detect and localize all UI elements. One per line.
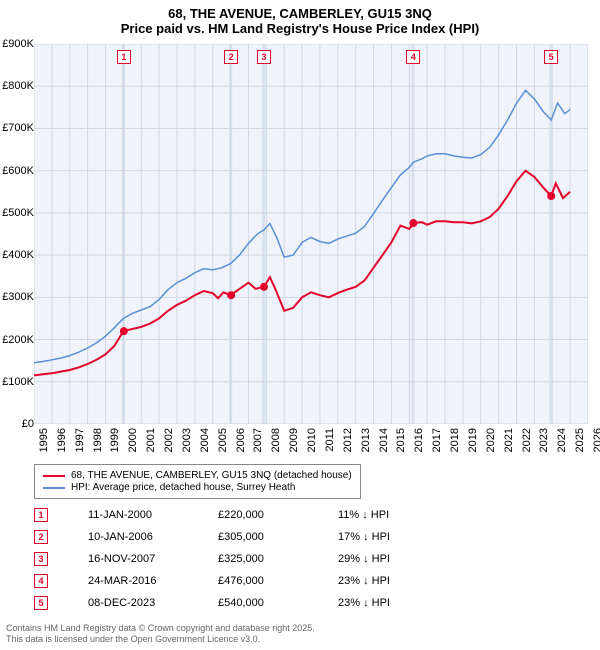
x-tick-label: 2023 bbox=[538, 428, 550, 452]
legend-label: 68, THE AVENUE, CAMBERLEY, GU15 3NQ (det… bbox=[71, 470, 352, 481]
transaction-date: 11-JAN-2000 bbox=[88, 509, 218, 521]
y-axis: £0£100K£200K£300K£400K£500K£600K£700K£80… bbox=[0, 44, 34, 424]
y-tick-label: £400K bbox=[2, 249, 34, 261]
transaction-diff: 23% ↓ HPI bbox=[338, 597, 448, 609]
x-tick-label: 2002 bbox=[163, 428, 175, 452]
transaction-badge: 1 bbox=[34, 508, 48, 522]
attribution-line2: This data is licensed under the Open Gov… bbox=[6, 634, 315, 646]
transaction-price: £220,000 bbox=[218, 509, 338, 521]
legend-label: HPI: Average price, detached house, Surr… bbox=[71, 482, 295, 493]
x-tick-label: 1996 bbox=[56, 428, 68, 452]
transaction-row: 3 16-NOV-2007£325,00029% ↓ HPI bbox=[34, 548, 448, 570]
y-tick-label: £800K bbox=[2, 80, 34, 92]
x-tick-label: 2021 bbox=[503, 428, 515, 452]
y-tick-label: £100K bbox=[2, 376, 34, 388]
transaction-row: 4 24-MAR-2016£476,00023% ↓ HPI bbox=[34, 570, 448, 592]
chart-container: 68, THE AVENUE, CAMBERLEY, GU15 3NQ Pric… bbox=[0, 0, 600, 650]
transaction-price: £540,000 bbox=[218, 597, 338, 609]
x-tick-label: 2018 bbox=[449, 428, 461, 452]
x-tick-label: 2001 bbox=[145, 428, 157, 452]
x-tick-label: 2026 bbox=[592, 428, 600, 452]
x-tick-label: 2022 bbox=[521, 428, 533, 452]
x-tick-label: 2000 bbox=[127, 428, 139, 452]
x-tick-label: 2009 bbox=[288, 428, 300, 452]
x-tick-label: 2015 bbox=[395, 428, 407, 452]
x-tick-label: 2008 bbox=[270, 428, 282, 452]
chart-marker-badge: 2 bbox=[224, 50, 238, 64]
x-tick-label: 2020 bbox=[485, 428, 497, 452]
transaction-row: 5 08-DEC-2023£540,00023% ↓ HPI bbox=[34, 592, 448, 614]
attribution-line1: Contains HM Land Registry data © Crown c… bbox=[6, 623, 315, 635]
x-tick-label: 2019 bbox=[467, 428, 479, 452]
y-tick-label: £700K bbox=[2, 122, 34, 134]
x-tick-label: 1999 bbox=[109, 428, 121, 452]
transaction-price: £476,000 bbox=[218, 575, 338, 587]
x-tick-label: 2004 bbox=[199, 428, 211, 452]
chart-svg bbox=[34, 44, 588, 424]
y-tick-label: £600K bbox=[2, 165, 34, 177]
transaction-date: 24-MAR-2016 bbox=[88, 575, 218, 587]
transaction-diff: 29% ↓ HPI bbox=[338, 553, 448, 565]
x-tick-label: 2005 bbox=[217, 428, 229, 452]
y-tick-label: £0 bbox=[22, 418, 34, 430]
x-tick-label: 2007 bbox=[252, 428, 264, 452]
transaction-badge: 3 bbox=[34, 552, 48, 566]
legend-swatch bbox=[43, 487, 65, 489]
title-block: 68, THE AVENUE, CAMBERLEY, GU15 3NQ Pric… bbox=[0, 0, 600, 40]
transaction-badge: 4 bbox=[34, 574, 48, 588]
x-tick-label: 2014 bbox=[378, 428, 390, 452]
x-tick-label: 2013 bbox=[360, 428, 372, 452]
legend-swatch bbox=[43, 475, 65, 477]
x-tick-label: 2012 bbox=[342, 428, 354, 452]
transaction-diff: 23% ↓ HPI bbox=[338, 575, 448, 587]
transaction-diff: 11% ↓ HPI bbox=[338, 509, 448, 521]
x-tick-label: 2017 bbox=[431, 428, 443, 452]
legend-item: 68, THE AVENUE, CAMBERLEY, GU15 3NQ (det… bbox=[43, 470, 352, 481]
x-tick-label: 1998 bbox=[92, 428, 104, 452]
legend: 68, THE AVENUE, CAMBERLEY, GU15 3NQ (det… bbox=[34, 464, 361, 499]
transaction-date: 08-DEC-2023 bbox=[88, 597, 218, 609]
y-tick-label: £300K bbox=[2, 291, 34, 303]
y-tick-label: £500K bbox=[2, 207, 34, 219]
legend-item: HPI: Average price, detached house, Surr… bbox=[43, 482, 352, 493]
attribution: Contains HM Land Registry data © Crown c… bbox=[6, 623, 315, 646]
transaction-badge: 2 bbox=[34, 530, 48, 544]
x-tick-label: 2003 bbox=[181, 428, 193, 452]
x-tick-label: 2025 bbox=[574, 428, 586, 452]
x-axis: 1995 1996 1997 1998 1999 2000 2001 2002 2003 2004… bbox=[34, 428, 588, 462]
chart-plot-area: 1 2 3 4 5 bbox=[34, 44, 588, 424]
x-tick-label: 2016 bbox=[413, 428, 425, 452]
chart-marker-badge: 4 bbox=[406, 50, 420, 64]
transaction-row: 2 10-JAN-2006£305,00017% ↓ HPI bbox=[34, 526, 448, 548]
chart-marker-badge: 1 bbox=[117, 50, 131, 64]
transaction-row: 1 11-JAN-2000£220,00011% ↓ HPI bbox=[34, 504, 448, 526]
x-tick-label: 2024 bbox=[556, 428, 568, 452]
chart-marker-badge: 3 bbox=[257, 50, 271, 64]
title-address: 68, THE AVENUE, CAMBERLEY, GU15 3NQ bbox=[0, 6, 600, 21]
transaction-date: 10-JAN-2006 bbox=[88, 531, 218, 543]
x-tick-label: 2006 bbox=[235, 428, 247, 452]
transactions-table: 1 11-JAN-2000£220,00011% ↓ HPI 2 10-JAN-200… bbox=[34, 504, 448, 614]
transaction-badge: 5 bbox=[34, 596, 48, 610]
transaction-price: £325,000 bbox=[218, 553, 338, 565]
transaction-date: 16-NOV-2007 bbox=[88, 553, 218, 565]
title-subtitle: Price paid vs. HM Land Registry's House … bbox=[0, 21, 600, 36]
x-tick-label: 1995 bbox=[38, 428, 50, 452]
x-tick-label: 2011 bbox=[324, 428, 336, 452]
x-tick-label: 1997 bbox=[74, 428, 86, 452]
transaction-diff: 17% ↓ HPI bbox=[338, 531, 448, 543]
y-tick-label: £900K bbox=[2, 38, 34, 50]
transaction-price: £305,000 bbox=[218, 531, 338, 543]
chart-marker-badge: 5 bbox=[544, 50, 558, 64]
x-tick-label: 2010 bbox=[306, 428, 318, 452]
y-tick-label: £200K bbox=[2, 334, 34, 346]
